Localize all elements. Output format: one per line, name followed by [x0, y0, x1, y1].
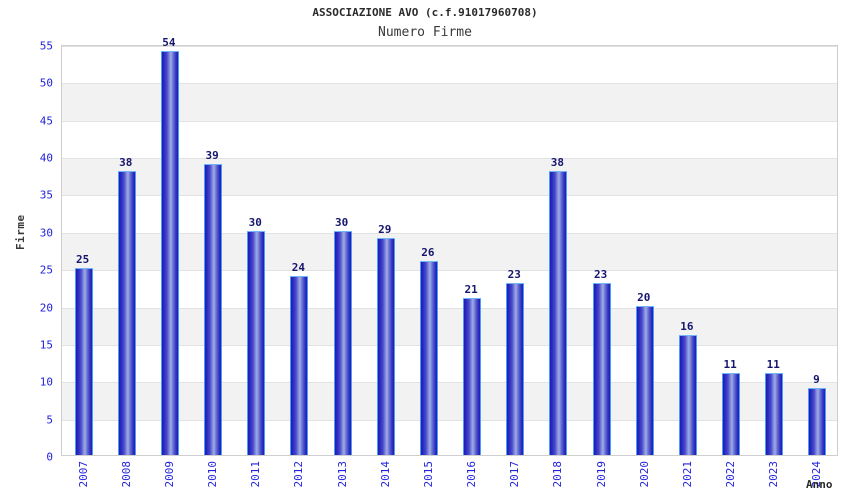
- bar[interactable]: [377, 238, 395, 455]
- x-tick-label: 2021: [680, 461, 694, 488]
- bar[interactable]: [549, 171, 567, 455]
- gridline: [62, 308, 837, 309]
- x-tick-label: 2017: [508, 461, 522, 488]
- bar-value-label: 54: [162, 36, 176, 50]
- x-tick-label: 2011: [249, 461, 263, 488]
- bar[interactable]: [420, 260, 438, 455]
- gridline: [62, 121, 837, 122]
- plot-area: [61, 45, 838, 456]
- gridline: [62, 46, 837, 47]
- y-tick-label: 5: [46, 413, 53, 427]
- x-tick-label: 2014: [378, 461, 392, 488]
- bar-value-label: 30: [334, 215, 349, 229]
- y-tick-label: 0: [46, 450, 53, 464]
- y-tick-label: 45: [39, 114, 53, 128]
- bar[interactable]: [334, 230, 352, 455]
- bar[interactable]: [247, 230, 265, 455]
- x-tick-label: 2016: [465, 461, 479, 488]
- chart-title-block: ASSOCIAZIONE AVO (c.f.91017960708) Numer…: [0, 6, 850, 43]
- x-tick-label: 2007: [76, 461, 90, 488]
- x-tick-label: 2019: [594, 461, 608, 488]
- bar-value-label: 23: [507, 268, 521, 282]
- gridline: [62, 233, 837, 234]
- bar[interactable]: [118, 171, 136, 455]
- bar-value-label: 23: [593, 268, 608, 282]
- bar[interactable]: [290, 275, 308, 455]
- bar-value-label: 39: [205, 148, 219, 162]
- x-tick-label: 2013: [335, 461, 349, 488]
- plot-band: [62, 158, 837, 196]
- x-tick-label: 2015: [421, 461, 435, 488]
- bar[interactable]: [506, 283, 524, 455]
- bar[interactable]: [679, 335, 697, 455]
- x-tick-label: 2022: [724, 461, 738, 488]
- bar-value-label: 24: [291, 260, 306, 274]
- bar-value-label: 25: [75, 253, 90, 267]
- y-tick-label: 20: [39, 301, 53, 315]
- y-axis-title: Firme: [14, 214, 27, 250]
- y-tick-label: 50: [39, 76, 53, 90]
- y-tick-label: 10: [39, 375, 53, 389]
- plot-band: [62, 83, 837, 121]
- chart-subtitle: Numero Firme: [378, 25, 472, 40]
- x-axis-title: Anno: [806, 478, 833, 491]
- page-title: ASSOCIAZIONE AVO (c.f.91017960708): [312, 6, 538, 19]
- x-tick-label: 2010: [206, 461, 220, 488]
- bar-value-label: 11: [723, 357, 737, 371]
- bar-value-label: 26: [421, 245, 435, 259]
- gridline: [62, 195, 837, 196]
- x-tick-label: 2012: [292, 461, 306, 488]
- x-tick-label: 2009: [162, 461, 176, 488]
- bar[interactable]: [722, 372, 740, 455]
- bar[interactable]: [808, 387, 826, 455]
- gridline: [62, 83, 837, 84]
- bar-value-label: 30: [248, 215, 262, 229]
- bar-value-label: 9: [813, 372, 820, 386]
- plot-band: [62, 382, 837, 420]
- bar-value-label: 11: [766, 357, 780, 371]
- bar-value-label: 38: [550, 156, 565, 170]
- x-tick-label: 2020: [637, 461, 651, 488]
- y-tick-label: 40: [39, 151, 53, 165]
- plot-band: [62, 307, 837, 345]
- bar-value-label: 29: [378, 223, 392, 237]
- bar[interactable]: [204, 163, 222, 455]
- bar[interactable]: [636, 305, 654, 455]
- bar-value-label: 16: [680, 320, 694, 334]
- bar[interactable]: [593, 283, 611, 455]
- y-tick-label: 15: [39, 338, 53, 352]
- gridline: [62, 420, 837, 421]
- bar[interactable]: [75, 268, 93, 455]
- bar[interactable]: [765, 372, 783, 455]
- gridline: [62, 158, 837, 159]
- y-tick-label: 25: [39, 263, 53, 277]
- y-tick-label: 35: [39, 188, 53, 202]
- gridline: [62, 382, 837, 383]
- bar-value-label: 20: [637, 290, 651, 304]
- x-tick-label: 2018: [551, 461, 565, 488]
- bar[interactable]: [161, 51, 179, 455]
- gridline: [62, 345, 837, 346]
- x-tick-label: 2023: [767, 461, 781, 488]
- bar[interactable]: [463, 298, 481, 455]
- gridline: [62, 270, 837, 271]
- plot-band: [62, 232, 837, 271]
- bar-value-label: 38: [119, 156, 133, 170]
- bar-value-label: 21: [464, 283, 478, 297]
- x-tick-label: 2008: [119, 461, 133, 488]
